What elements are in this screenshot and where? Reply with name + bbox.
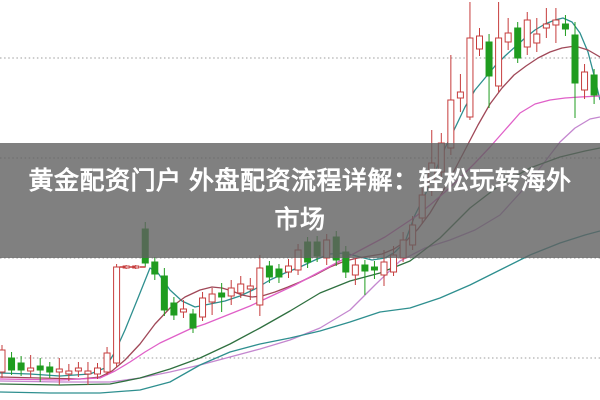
candle-body — [514, 27, 522, 59]
candle-body — [199, 297, 207, 318]
candle-body — [571, 34, 579, 84]
candle-body — [237, 283, 245, 294]
candle-body — [8, 357, 16, 371]
candle-body — [476, 35, 483, 50]
ma-teal-fast — [0, 17, 600, 377]
candle-body — [361, 264, 369, 272]
candle-body — [189, 313, 197, 329]
candle-body — [218, 292, 226, 298]
candle-body — [160, 275, 168, 311]
candle-body — [208, 293, 216, 303]
candle-body — [179, 308, 187, 313]
candle-body — [27, 367, 35, 372]
candle-body — [275, 268, 283, 278]
candle-body — [370, 266, 378, 271]
headline-banner: 黄金配资门户 外盘配资流程详解：轻松玩转海外 市场 — [0, 143, 600, 258]
candle-body — [74, 367, 82, 372]
candle-body — [151, 261, 159, 275]
candle-body — [227, 287, 235, 297]
candle-body — [103, 352, 111, 373]
candle-body — [170, 302, 178, 316]
candle-body — [485, 41, 493, 77]
candle-body — [94, 367, 101, 375]
candle-body — [466, 37, 474, 118]
candle-body — [84, 370, 92, 375]
candle-body — [285, 265, 292, 273]
ma-maroon — [0, 45, 600, 380]
candle-body — [447, 99, 455, 149]
candle-body — [17, 362, 25, 371]
candle-body — [113, 266, 121, 364]
candle-body — [0, 349, 6, 373]
headline-line-2: 市场 — [274, 205, 326, 234]
candle-body — [246, 285, 254, 290]
candle-body — [590, 74, 598, 96]
candle-body — [46, 366, 54, 373]
candle-body — [542, 23, 550, 29]
candle-body — [265, 265, 273, 278]
candle-body — [552, 19, 560, 26]
candle-body — [495, 37, 503, 87]
candle-body — [533, 33, 541, 44]
candle-body — [504, 32, 512, 43]
candle-body — [256, 267, 264, 306]
candle-body — [65, 370, 73, 375]
candle-body — [351, 264, 359, 276]
candle-body — [523, 19, 531, 48]
candle-body — [561, 23, 569, 30]
candle-body — [36, 365, 44, 371]
ma-magenta — [0, 95, 600, 381]
candle-body — [55, 368, 63, 373]
candle-body — [380, 261, 388, 276]
headline-line-1: 黄金配资门户 外盘配资流程详解：轻松玩转海外 — [28, 166, 572, 195]
candle-body — [581, 71, 589, 91]
candle-body — [456, 91, 464, 99]
